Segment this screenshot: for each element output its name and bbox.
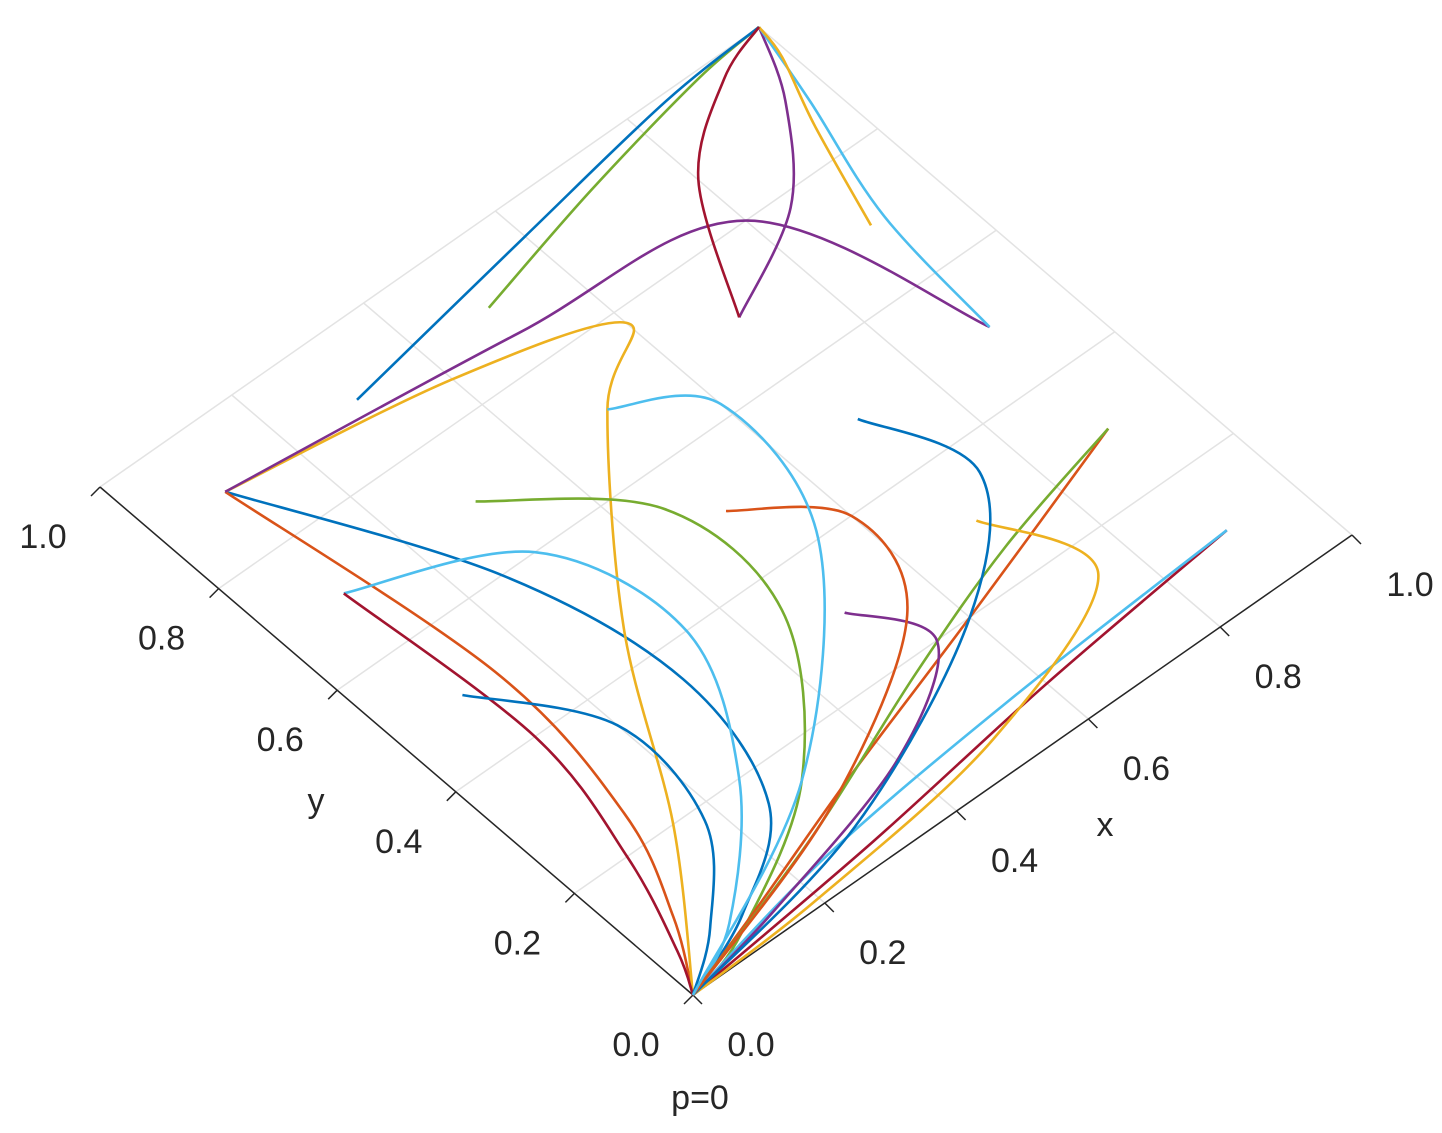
trajectory [224, 490, 695, 996]
trajectory [224, 219, 991, 493]
grid-line [494, 210, 1089, 720]
x-tick [1219, 626, 1230, 637]
y-tick-label: 0.2 [494, 924, 541, 962]
x-tick [692, 994, 703, 1005]
y-tick [446, 791, 457, 802]
x-tick-label: 0.6 [1123, 750, 1170, 788]
trajectory [691, 427, 1110, 996]
x-tick-label: 1.0 [1386, 566, 1433, 604]
trajectory [356, 25, 760, 401]
trajectory [692, 529, 1228, 996]
trajectory [343, 550, 743, 996]
grid-line [626, 118, 1221, 628]
grid-line [455, 331, 1116, 793]
y-tick [683, 994, 694, 1005]
y-tick-label: 0.4 [375, 823, 422, 861]
y-tick-label: 1.0 [19, 518, 66, 556]
trajectory [224, 490, 773, 996]
y-tick-label: 0.6 [257, 721, 304, 759]
y-tick-label: 0.8 [138, 620, 185, 658]
y-axis [99, 486, 694, 996]
x-axis-label: x [1097, 806, 1114, 844]
grid-line [573, 432, 1234, 895]
y-tick [327, 689, 338, 700]
grid-line [231, 394, 826, 904]
trajectory [696, 26, 761, 318]
x-axis [692, 534, 1353, 996]
trajectory [224, 320, 695, 996]
x-tick [1351, 534, 1362, 545]
trajectory [462, 693, 716, 996]
trajectory [692, 611, 941, 996]
grid-line [363, 302, 958, 812]
trajectory [475, 497, 807, 996]
y-tick [564, 892, 575, 903]
grid-line [336, 229, 997, 691]
x-tick [956, 810, 967, 821]
y-tick-label: 0.0 [612, 1026, 659, 1064]
x-tick-label: 0.0 [727, 1026, 774, 1064]
grid-line [218, 127, 879, 590]
x-tick-label: 0.4 [991, 842, 1038, 880]
trajectory [738, 26, 796, 318]
trajectory [692, 417, 992, 996]
x-tick [1087, 718, 1098, 729]
grid-line [758, 26, 1353, 536]
trajectory [692, 519, 1100, 997]
trajectory [607, 394, 826, 996]
trajectory [343, 592, 695, 996]
trajectory [487, 26, 760, 309]
chart-title: p=0 [671, 1079, 729, 1117]
y-axis-label: y [308, 782, 325, 820]
y-tick [90, 486, 101, 497]
trajectory [692, 529, 1228, 996]
trajectory [757, 26, 873, 227]
y-tick [209, 588, 220, 599]
x-tick [824, 902, 835, 913]
x-tick-label: 0.8 [1255, 658, 1302, 696]
x-tick-label: 0.2 [859, 934, 906, 972]
grid-line [99, 26, 760, 488]
trajectory [691, 505, 909, 996]
